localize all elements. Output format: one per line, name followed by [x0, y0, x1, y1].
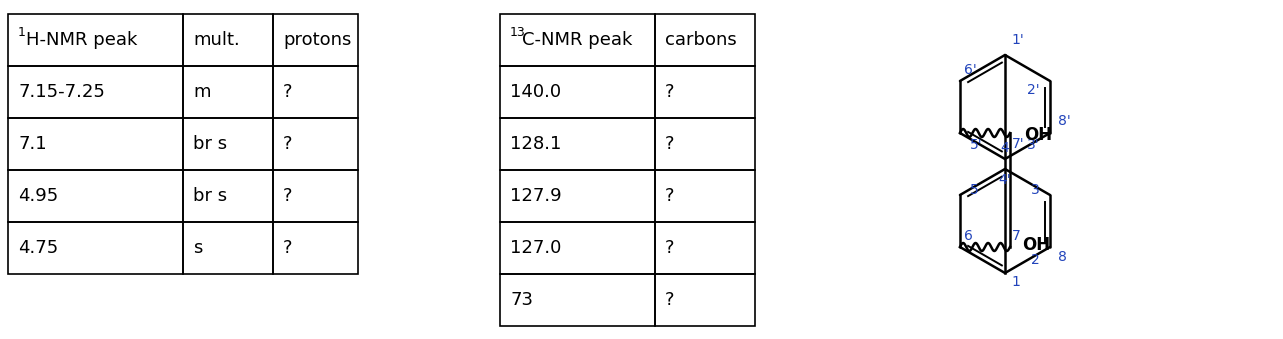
- Text: 8: 8: [1058, 250, 1067, 264]
- Text: 7.15-7.25: 7.15-7.25: [18, 83, 105, 101]
- Text: 140.0: 140.0: [511, 83, 561, 101]
- Bar: [500, 66, 656, 118]
- Text: 1': 1': [1011, 33, 1024, 47]
- Text: 13: 13: [511, 26, 526, 40]
- Text: br s: br s: [192, 135, 227, 153]
- Bar: [8, 170, 183, 222]
- Text: 2': 2': [1028, 83, 1041, 97]
- Text: ?: ?: [284, 83, 293, 101]
- Text: H-NMR peak: H-NMR peak: [26, 31, 137, 49]
- Bar: [183, 66, 273, 118]
- Text: OH: OH: [1024, 126, 1052, 144]
- Text: br s: br s: [192, 187, 227, 205]
- Bar: [183, 118, 273, 170]
- Text: ?: ?: [284, 239, 293, 257]
- Text: 73: 73: [511, 291, 532, 309]
- Text: 1: 1: [18, 26, 26, 40]
- Text: OH: OH: [1023, 236, 1049, 254]
- Text: ?: ?: [665, 83, 675, 101]
- Bar: [273, 170, 358, 222]
- Bar: [183, 170, 273, 222]
- Bar: [656, 14, 754, 66]
- Text: 3': 3': [1028, 138, 1041, 152]
- Bar: [500, 170, 656, 222]
- Text: 7: 7: [1012, 229, 1021, 243]
- Text: 6: 6: [964, 229, 973, 243]
- Bar: [500, 274, 656, 326]
- Bar: [273, 222, 358, 274]
- Text: protons: protons: [284, 31, 352, 49]
- Bar: [273, 66, 358, 118]
- Text: 4': 4': [998, 173, 1011, 187]
- Bar: [183, 222, 273, 274]
- Bar: [8, 14, 183, 66]
- Text: 4: 4: [1001, 141, 1010, 155]
- Text: 5: 5: [970, 183, 979, 197]
- Text: ?: ?: [665, 291, 675, 309]
- Text: ?: ?: [665, 187, 675, 205]
- Text: 4.75: 4.75: [18, 239, 58, 257]
- Bar: [500, 222, 656, 274]
- Text: carbons: carbons: [665, 31, 736, 49]
- Bar: [656, 222, 754, 274]
- Text: 127.0: 127.0: [511, 239, 562, 257]
- Text: ?: ?: [284, 187, 293, 205]
- Text: 5': 5': [970, 138, 983, 152]
- Text: ?: ?: [665, 239, 675, 257]
- Text: 7.1: 7.1: [18, 135, 46, 153]
- Text: ?: ?: [665, 135, 675, 153]
- Bar: [8, 66, 183, 118]
- Bar: [183, 14, 273, 66]
- Text: mult.: mult.: [192, 31, 240, 49]
- Text: s: s: [192, 239, 203, 257]
- Text: 2: 2: [1032, 253, 1041, 267]
- Bar: [500, 14, 656, 66]
- Text: 1: 1: [1011, 275, 1020, 289]
- Text: m: m: [192, 83, 210, 101]
- Bar: [273, 14, 358, 66]
- Bar: [8, 222, 183, 274]
- Text: C-NMR peak: C-NMR peak: [522, 31, 633, 49]
- Text: 8': 8': [1058, 114, 1071, 128]
- Bar: [656, 170, 754, 222]
- Bar: [656, 66, 754, 118]
- Text: ?: ?: [284, 135, 293, 153]
- Bar: [273, 118, 358, 170]
- Bar: [500, 118, 656, 170]
- Bar: [656, 274, 754, 326]
- Text: 127.9: 127.9: [511, 187, 562, 205]
- Text: 4.95: 4.95: [18, 187, 58, 205]
- Bar: [656, 118, 754, 170]
- Text: 6': 6': [964, 63, 976, 77]
- Text: 128.1: 128.1: [511, 135, 562, 153]
- Bar: [8, 118, 183, 170]
- Text: 7': 7': [1012, 137, 1025, 151]
- Text: 3: 3: [1032, 183, 1041, 197]
